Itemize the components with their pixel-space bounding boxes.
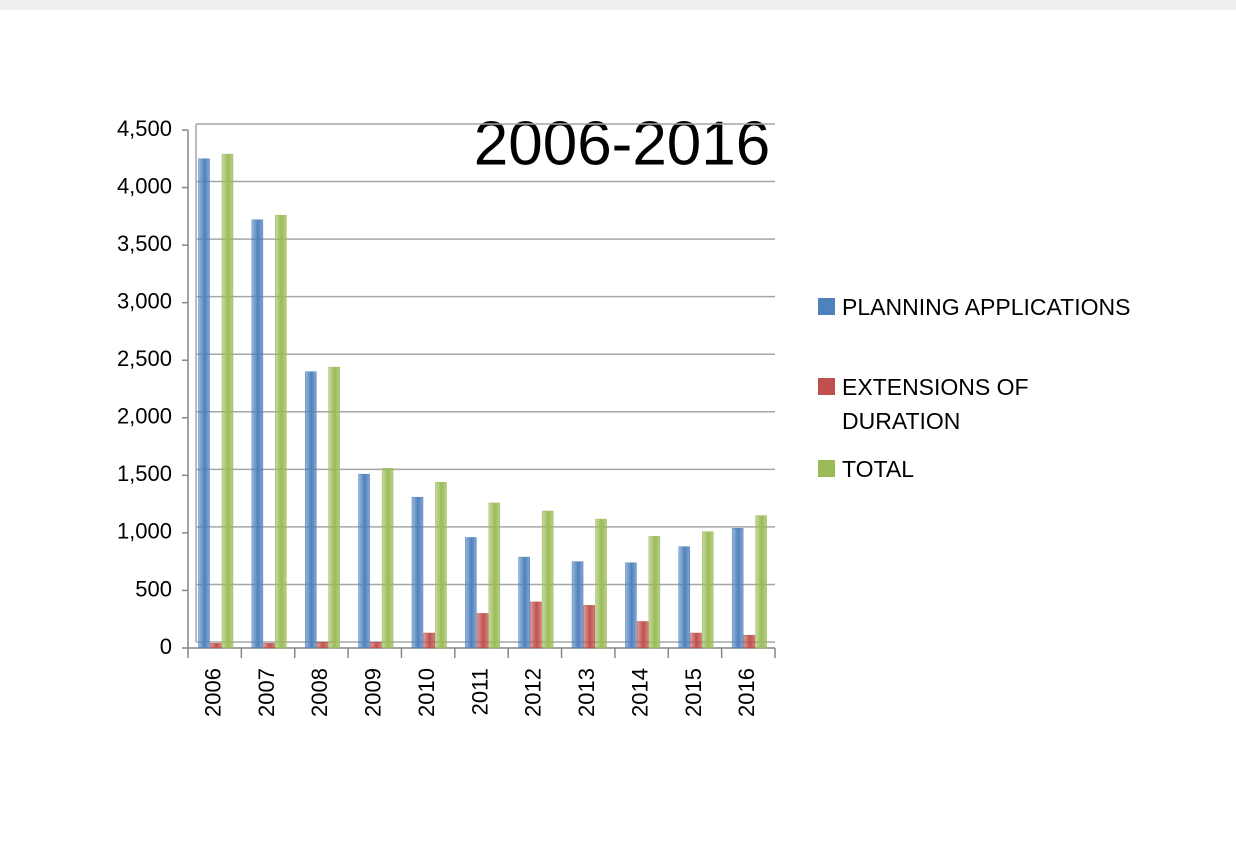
bar bbox=[275, 214, 287, 649]
bar bbox=[488, 502, 501, 649]
x-tick-label: 2010 bbox=[414, 668, 439, 717]
bar bbox=[648, 536, 661, 649]
bar bbox=[423, 632, 435, 649]
bar bbox=[678, 546, 691, 649]
y-tick-label: 3,500 bbox=[117, 231, 172, 256]
bar bbox=[465, 537, 477, 649]
y-tick-label: 2,000 bbox=[117, 404, 172, 429]
bar bbox=[702, 531, 714, 649]
bar bbox=[690, 632, 702, 649]
bar bbox=[304, 371, 317, 649]
bar bbox=[583, 605, 596, 649]
legend-swatch bbox=[818, 460, 835, 477]
x-tick-label: 2008 bbox=[307, 668, 332, 717]
legend-swatch bbox=[818, 298, 835, 315]
bar bbox=[198, 158, 210, 649]
x-tick-label: 2009 bbox=[361, 668, 386, 717]
bar bbox=[221, 153, 234, 649]
x-tick-label: 2015 bbox=[681, 668, 706, 717]
legend-swatch bbox=[818, 378, 835, 395]
x-tick-label: 2014 bbox=[627, 668, 652, 717]
bar bbox=[625, 562, 637, 649]
bar bbox=[251, 219, 264, 649]
x-tick-label: 2016 bbox=[734, 668, 759, 717]
bar bbox=[518, 556, 530, 649]
y-tick-label: 3,000 bbox=[117, 288, 172, 313]
y-tick-label: 2,500 bbox=[117, 346, 172, 371]
bar bbox=[755, 515, 767, 649]
legend-label: EXTENSIONS OF DURATION bbox=[842, 374, 1029, 434]
y-tick-label: 0 bbox=[160, 634, 172, 659]
bar bbox=[411, 496, 424, 649]
x-tick-label: 2011 bbox=[467, 668, 492, 715]
y-tick-label: 4,500 bbox=[117, 116, 172, 141]
x-tick-label: 2012 bbox=[521, 668, 546, 717]
legend-label: PLANNING APPLICATIONS bbox=[842, 294, 1131, 320]
bar bbox=[571, 561, 584, 649]
y-tick-label: 1,000 bbox=[117, 519, 172, 544]
y-tick-label: 4,000 bbox=[117, 173, 172, 198]
bar bbox=[370, 641, 382, 649]
chart-title: 2006-2016 bbox=[474, 109, 771, 178]
bar bbox=[316, 641, 329, 649]
x-tick-label: 2006 bbox=[200, 668, 225, 717]
bar bbox=[381, 468, 394, 649]
bar bbox=[358, 473, 370, 649]
top-border bbox=[0, 0, 1236, 10]
y-tick-label: 1,500 bbox=[117, 461, 172, 486]
bar bbox=[530, 601, 542, 649]
bar bbox=[731, 528, 744, 649]
bar bbox=[328, 366, 340, 649]
x-tick-label: 2013 bbox=[574, 668, 599, 717]
legend: PLANNING APPLICATIONS EXTENSIONS OF DURAT… bbox=[818, 290, 1218, 486]
legend-item: TOTAL bbox=[818, 452, 1218, 486]
x-tick-label: 2007 bbox=[254, 668, 279, 717]
y-tick-label: 500 bbox=[135, 576, 172, 601]
bar bbox=[541, 510, 554, 649]
legend-label: TOTAL bbox=[842, 456, 914, 482]
bar bbox=[209, 643, 222, 649]
legend-item: PLANNING APPLICATIONS bbox=[818, 290, 1218, 324]
bar bbox=[476, 613, 489, 649]
bar bbox=[435, 481, 447, 649]
bar bbox=[263, 643, 275, 649]
chart-area bbox=[10, 10, 1236, 842]
legend-item: EXTENSIONS OF DURATION bbox=[818, 370, 1052, 438]
bar bbox=[636, 621, 649, 649]
bar bbox=[743, 635, 756, 649]
bar bbox=[595, 518, 607, 649]
